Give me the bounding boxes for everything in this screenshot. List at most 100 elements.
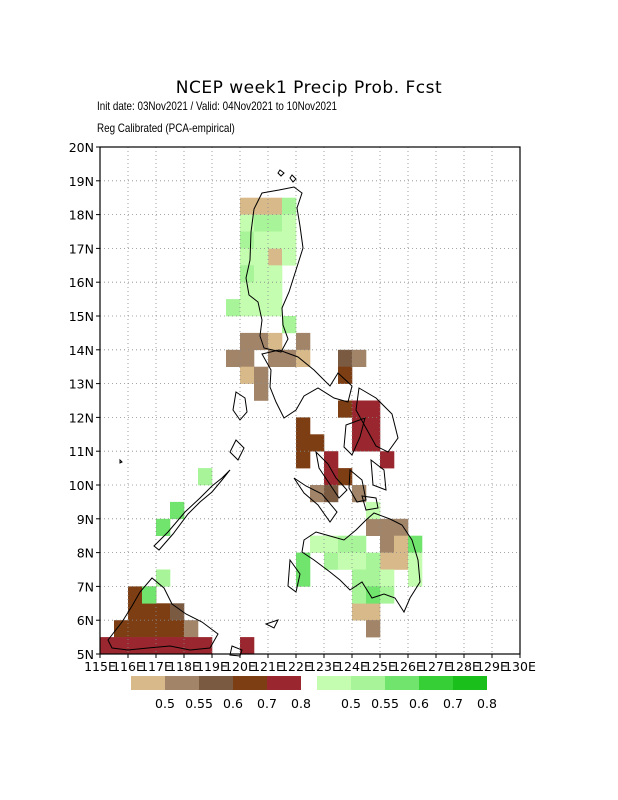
dry-cell <box>352 485 367 503</box>
lat-tick-label: 17N <box>69 241 94 256</box>
wet-cell <box>352 535 367 553</box>
wet-cell <box>254 265 269 283</box>
wet-cell <box>310 535 325 553</box>
wet-swatch <box>385 676 419 690</box>
lon-tick-label: 121E <box>252 659 284 674</box>
dry-cell <box>114 637 129 655</box>
wet-cell <box>268 299 283 317</box>
lon-tick-label: 118E <box>168 659 200 674</box>
wet-swatch <box>419 676 453 690</box>
lat-tick-label: 8N <box>77 546 94 561</box>
dry-cell <box>338 468 353 486</box>
lon-tick-label: 126E <box>392 659 424 674</box>
dry-legend-label: 0.5 <box>155 696 175 711</box>
dry-cell <box>170 637 185 655</box>
lon-tick-label: 120E <box>224 659 256 674</box>
init-date-line: Init date: 03Nov2021 / Valid: 04Nov2021 … <box>97 99 337 113</box>
lat-tick-label: 12N <box>69 410 94 425</box>
dry-cell <box>156 637 171 655</box>
dry-cell <box>142 637 157 655</box>
dry-cell <box>296 451 311 469</box>
dry-cell <box>240 197 255 215</box>
dry-cell <box>142 620 157 638</box>
dry-cell <box>142 603 157 621</box>
lat-tick-label: 14N <box>69 343 94 358</box>
wet-cell <box>324 535 339 553</box>
dry-cell <box>184 620 199 638</box>
dry-cell <box>198 637 213 655</box>
map-frame <box>99 146 521 655</box>
dry-cell <box>240 637 255 655</box>
dry-cell <box>156 603 171 621</box>
wet-probability-colorbar: 0.5 0.55 0.6 0.7 0.8 <box>317 676 497 711</box>
lat-tick-label: 15N <box>69 309 94 324</box>
wet-cell <box>254 282 269 300</box>
dry-cell <box>128 620 143 638</box>
longitude-tick-labels: 115E116E117E118E119E120E121E122E123E124E… <box>84 654 536 674</box>
wet-cell <box>240 282 255 300</box>
wet-cell <box>254 214 269 232</box>
philippines-coastline <box>107 169 421 657</box>
dry-cell <box>310 434 325 452</box>
lon-tick-label: 128E <box>448 659 480 674</box>
dry-cell <box>366 518 381 536</box>
wet-cell <box>352 586 367 604</box>
wet-cell <box>282 248 297 266</box>
dry-cell <box>338 366 353 384</box>
wet-cell <box>268 265 283 283</box>
lon-tick-label: 127E <box>420 659 452 674</box>
wet-legend-label: 0.7 <box>443 696 463 711</box>
lon-tick-label: 124E <box>336 659 368 674</box>
wet-cell <box>156 518 171 536</box>
lat-tick-label: 6N <box>77 613 94 628</box>
dry-cell <box>352 434 367 452</box>
dotted-gridlines <box>100 147 520 654</box>
dry-cell <box>226 349 241 367</box>
wet-cell <box>156 569 171 587</box>
wet-cell <box>240 299 255 317</box>
lat-tick-label: 16N <box>69 275 94 290</box>
dry-cell <box>366 417 381 435</box>
dry-legend-label: 0.6 <box>223 696 243 711</box>
wet-cell <box>240 214 255 232</box>
lat-tick-label: 20N <box>69 140 94 155</box>
dry-cell <box>394 518 409 536</box>
dry-cell <box>296 332 311 351</box>
dry-legend-label: 0.55 <box>185 696 213 711</box>
dry-cell <box>380 552 395 570</box>
wet-cell <box>254 248 269 266</box>
dry-cell <box>240 366 255 384</box>
latitude-tick-labels: 5N 6N 7N 8N 9N 10N 11N 12N 13N 14N 15N 16N 17N 18N 19N… <box>69 140 100 662</box>
dry-cell <box>352 603 367 621</box>
dry-cell <box>240 332 255 351</box>
wet-cell <box>282 316 297 334</box>
dry-cell <box>254 197 269 215</box>
dry-cell <box>282 349 297 367</box>
wet-cell <box>254 231 269 249</box>
dry-cell <box>170 620 185 638</box>
dry-swatch <box>199 676 233 690</box>
dry-cell <box>184 637 199 655</box>
dry-cell <box>268 248 283 266</box>
dry-cell <box>296 417 311 435</box>
dry-cell <box>156 620 171 638</box>
dry-cell <box>394 552 409 570</box>
wet-legend-label: 0.6 <box>409 696 429 711</box>
wet-cell <box>282 214 297 232</box>
lon-tick-label: 125E <box>364 659 396 674</box>
wet-cell <box>296 552 311 570</box>
dry-cell <box>380 535 395 553</box>
wet-cell <box>282 231 297 249</box>
wet-cell <box>142 586 157 604</box>
dry-cell <box>114 620 129 638</box>
wet-cell <box>254 299 269 317</box>
forecast-cells <box>100 197 423 655</box>
wet-swatch <box>317 676 351 690</box>
lat-tick-label: 9N <box>77 512 94 527</box>
dry-probability-colorbar: 0.5 0.55 0.6 0.7 0.8 <box>131 676 311 711</box>
lon-tick-label: 129E <box>476 659 508 674</box>
lat-tick-label: 11N <box>69 444 94 459</box>
dry-cell <box>268 197 283 215</box>
lon-tick-label: 119E <box>196 659 228 674</box>
